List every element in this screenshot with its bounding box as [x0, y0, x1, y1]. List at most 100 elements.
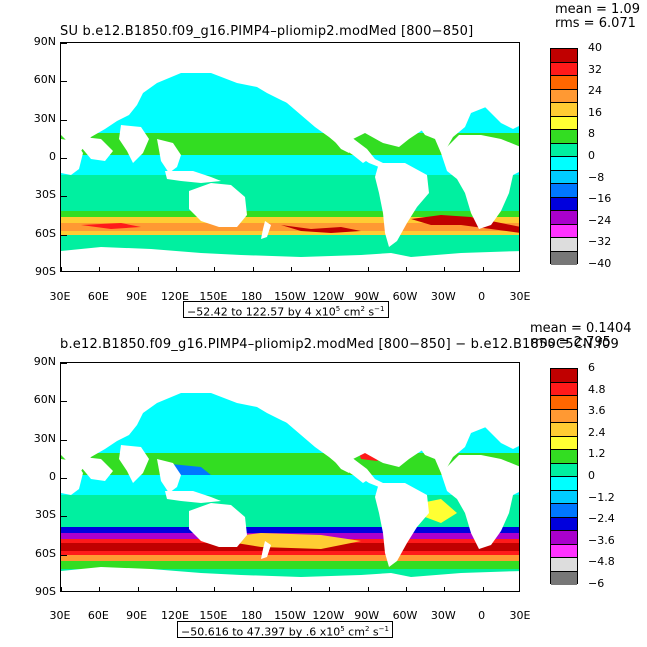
lat-label: 0 — [49, 470, 56, 483]
lon-label: 150E — [199, 290, 228, 303]
lon-tick — [99, 587, 101, 591]
lon-tick — [252, 587, 254, 591]
lon-tick — [61, 587, 62, 591]
panel-2-range-box: −50.616 to 47.397 by .6 x105 cm2 s−1 — [177, 621, 393, 639]
lon-label: 90W — [354, 609, 380, 622]
panel-2-range-exp: 5 — [340, 625, 345, 633]
land-australia — [189, 183, 247, 227]
lon-label: 30W — [430, 609, 456, 622]
colorbar-label: 6 — [588, 361, 595, 374]
panel-1-colorbar — [550, 48, 578, 265]
panel-2-range-units-tail: s — [369, 625, 379, 639]
lon-tick — [176, 587, 177, 591]
colorbar-swatch — [551, 103, 577, 117]
lat-label: 90N — [33, 35, 56, 48]
land-indonesia — [165, 171, 221, 183]
colorbar-label: −16 — [588, 192, 612, 206]
lon-tick — [252, 267, 254, 271]
lat-label: 60N — [33, 73, 56, 87]
lat-tick — [61, 158, 67, 159]
colorbar-swatch — [551, 251, 577, 265]
colorbar-swatch — [551, 450, 577, 464]
land-centam — [351, 457, 383, 487]
lat-tick — [61, 81, 67, 83]
land-africa_wrap — [61, 139, 83, 175]
lon-label: 0 — [478, 609, 486, 622]
colorbar-label: 2.4 — [588, 425, 606, 439]
colorbar-label: 4.8 — [588, 382, 606, 396]
lat-label: 60S — [35, 226, 56, 240]
lon-label: 120E — [161, 609, 189, 622]
land-australia — [189, 503, 247, 547]
panel-1-map — [60, 42, 520, 272]
colorbar-swatch — [551, 490, 577, 504]
land-africa — [441, 455, 519, 549]
lat-label: 30S — [35, 508, 56, 522]
colorbar-label: 24 — [588, 84, 602, 98]
colorbar-swatch — [551, 211, 577, 225]
lon-tick — [176, 267, 177, 271]
panel-1-title: SU b.e12.B1850.f09_g16.PIMP4–pliomip2.mo… — [60, 24, 474, 39]
colorbar-swatch — [551, 89, 577, 103]
lat-tick — [61, 401, 67, 403]
colorbar-swatch — [551, 382, 577, 396]
lon-label: 120E — [161, 290, 189, 303]
lon-label: 30E — [509, 609, 531, 622]
lon-tick — [367, 267, 369, 271]
panel-2-range-units: cm — [344, 625, 365, 639]
lat-tick — [61, 439, 67, 441]
lon-label: 60W — [392, 290, 418, 303]
colorbar-label: −4.8 — [588, 555, 615, 569]
acc-core-streak-3 — [81, 223, 141, 229]
map-field-svg — [61, 43, 519, 271]
colorbar-swatch — [551, 49, 577, 63]
land-namerica — [257, 401, 369, 483]
lat-label: 30N — [33, 111, 56, 125]
lon-label: 180 — [241, 290, 263, 303]
colorbar-swatch — [551, 116, 577, 130]
south-subtropic-band — [61, 175, 519, 211]
lat-label: 60N — [33, 393, 56, 407]
colorbar-swatch — [551, 571, 577, 585]
colorbar-swatch — [551, 463, 577, 477]
colorbar-label: 0 — [588, 469, 595, 482]
colorbar-label: 8 — [588, 127, 595, 141]
lon-tick — [137, 267, 139, 271]
lon-tick — [214, 267, 216, 271]
lon-label: 60W — [392, 609, 418, 622]
colorbar-swatch — [551, 396, 577, 410]
lat-label: 60S — [35, 546, 56, 560]
colorbar-swatch — [551, 76, 577, 90]
colorbar-label: −40 — [588, 257, 612, 270]
land-nz — [261, 541, 271, 559]
land-centam — [351, 137, 383, 167]
land-namerica_main — [287, 379, 395, 457]
acc-yellow-patch — [211, 533, 361, 549]
lon-tick — [444, 267, 446, 271]
lat-label: 90N — [33, 355, 56, 368]
panel-1-rms: rms = 6.071 — [555, 16, 636, 31]
land-namerica_main — [287, 59, 395, 137]
colorbar-label: 40 — [588, 41, 602, 54]
panel-1-mean: mean = 1.09 — [555, 2, 640, 17]
panel-1-range-units-tail: s — [364, 305, 375, 319]
colorbar-label: 32 — [588, 62, 602, 76]
land-indonesia — [165, 491, 221, 503]
colorbar-label: 1.2 — [588, 447, 606, 461]
lon-tick — [367, 587, 369, 591]
lon-tick — [406, 587, 407, 591]
land-samerica — [375, 163, 429, 247]
panel-2-range-text: −50.616 to 47.397 by .6 x10 — [181, 625, 341, 639]
lat-tick — [61, 43, 67, 44]
colorbar-swatch — [551, 130, 577, 144]
lon-tick — [214, 587, 216, 591]
lon-label: 30E — [49, 290, 71, 303]
colorbar-swatch — [551, 238, 577, 252]
land-se_asia — [157, 139, 181, 173]
lon-tick — [329, 587, 331, 591]
colorbar-swatch — [551, 184, 577, 198]
lon-tick — [329, 267, 331, 271]
land-arabia — [81, 137, 113, 161]
panel-2-colorbar — [550, 368, 578, 585]
acc-core-streak-1 — [281, 225, 361, 233]
